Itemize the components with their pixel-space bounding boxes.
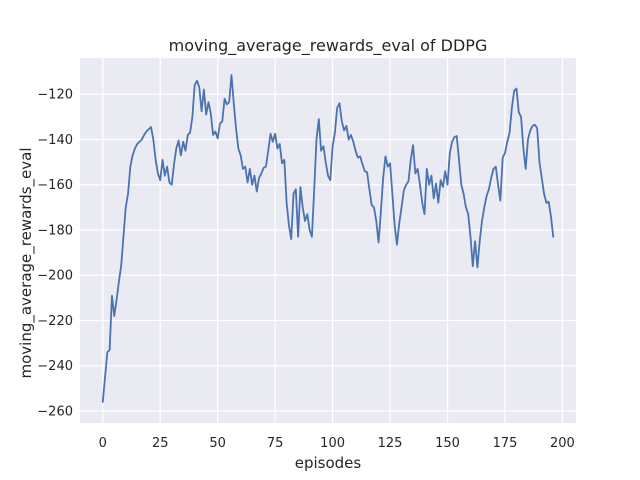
x-tick-labels: 0 25 50 75 100 125 150 175 200 <box>99 436 575 451</box>
gridlines <box>80 58 576 423</box>
x-axis-label: episodes <box>294 454 362 472</box>
y-tick-label: −200 <box>37 269 73 284</box>
y-tick-label: −240 <box>37 359 73 374</box>
y-tick-label: −260 <box>37 405 73 420</box>
chart-title: moving_average_rewards_eval of DDPG <box>168 36 488 55</box>
y-tick-label: −140 <box>37 133 73 148</box>
x-tick-label: 150 <box>435 436 460 451</box>
y-tick-label: −220 <box>37 314 73 329</box>
x-tick-label: 175 <box>493 436 518 451</box>
y-tick-labels: −120 −140 −160 −180 −200 −220 −240 −260 <box>37 88 73 420</box>
axes-background <box>80 58 576 423</box>
line-series <box>101 74 555 403</box>
x-tick-label: 0 <box>99 436 107 451</box>
x-tick-label: 100 <box>320 436 345 451</box>
y-tick-label: −160 <box>37 178 73 193</box>
y-tick-label: −180 <box>37 223 73 238</box>
x-tick-label: 125 <box>378 436 403 451</box>
x-tick-label: 25 <box>152 436 169 451</box>
x-tick-label: 75 <box>267 436 284 451</box>
y-axis-label: moving_average_rewards_eval <box>17 147 35 379</box>
x-tick-label: 50 <box>209 436 226 451</box>
y-tick-label: −120 <box>37 88 73 103</box>
x-tick-label: 200 <box>550 436 575 451</box>
